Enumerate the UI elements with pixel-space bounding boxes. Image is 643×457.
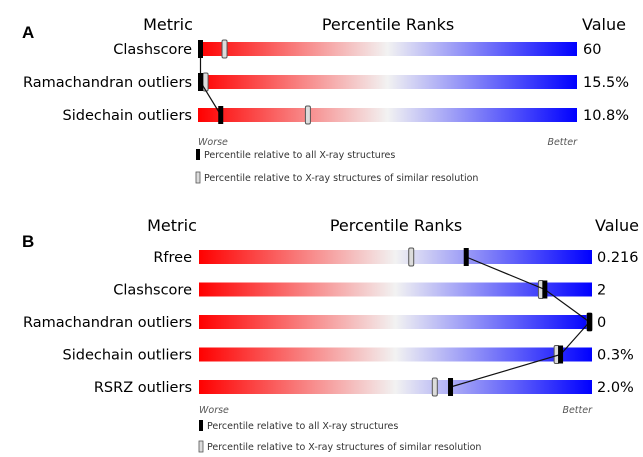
- metric-value: 2.0%: [597, 380, 634, 396]
- scale-label-better: Better: [562, 405, 593, 416]
- all-structures-percentile-marker: [198, 73, 203, 91]
- all-structures-percentile-marker: [198, 40, 203, 58]
- all-structures-percentile-marker: [218, 106, 224, 124]
- percentile-bar: [199, 250, 592, 264]
- header-value: Value: [582, 15, 626, 34]
- metric-label: RSRZ outliers: [94, 380, 192, 396]
- metric-label: Sidechain outliers: [63, 348, 192, 364]
- legend-label-similar: Percentile relative to X-ray structures …: [204, 173, 478, 184]
- scale-label-better: Better: [547, 137, 578, 148]
- metric-value: 0.3%: [597, 348, 634, 364]
- metric-value: 15.5%: [583, 75, 629, 91]
- metric-label: Clashscore: [113, 42, 192, 58]
- legend-label-all: Percentile relative to all X-ray structu…: [207, 421, 398, 432]
- similar-resolution-percentile-marker: [304, 105, 311, 125]
- metric-value: 0.216: [597, 250, 639, 266]
- metric-label: Clashscore: [113, 283, 192, 299]
- metric-label: Ramachandran outliers: [23, 315, 192, 331]
- scale-label-worse: Worse: [199, 405, 229, 416]
- metric-value: 10.8%: [583, 108, 629, 124]
- metric-label: Rfree: [153, 250, 192, 266]
- scale-label-worse: Worse: [198, 137, 228, 148]
- metric-value: 0: [597, 315, 606, 331]
- header-percentile-ranks: Percentile Ranks: [322, 15, 454, 34]
- percentile-bar: [198, 75, 577, 89]
- percentile-bar: [199, 282, 592, 297]
- panel-a: A Metric Percentile Ranks Value Clashscore 60…: [22, 15, 629, 184]
- metric-label: Ramachandran outliers: [23, 75, 192, 91]
- legend-swatch-all: [196, 149, 200, 160]
- percentile-bar: [198, 108, 577, 122]
- legend-label-similar: Percentile relative to X-ray structures …: [207, 442, 481, 453]
- similar-resolution-percentile-marker: [408, 247, 415, 267]
- similar-resolution-percentile-marker: [431, 377, 438, 397]
- percentile-bar: [199, 315, 592, 329]
- metric-label: Sidechain outliers: [63, 108, 192, 124]
- all-structures-percentile-marker: [463, 248, 469, 266]
- similar-resolution-percentile-marker: [221, 39, 228, 59]
- panel-b: B Metric Percentile Ranks Value Rfree 0.216 Cl…: [22, 216, 639, 453]
- percentile-bar: [199, 380, 592, 394]
- all-structures-percentile-marker: [542, 280, 548, 299]
- header-metric: Metric: [147, 216, 197, 235]
- all-structures-percentile-marker: [448, 378, 454, 396]
- header-value: Value: [595, 216, 639, 235]
- legend-label-all: Percentile relative to all X-ray structu…: [204, 150, 395, 161]
- legend-swatch-all: [199, 420, 203, 431]
- panel-letter: A: [22, 23, 34, 42]
- header-metric: Metric: [143, 15, 193, 34]
- header-percentile-ranks: Percentile Ranks: [330, 216, 462, 235]
- percentile-bar: [199, 347, 592, 362]
- metric-value: 2: [597, 283, 606, 299]
- percentile-bar: [198, 42, 577, 56]
- panel-letter: B: [22, 232, 34, 251]
- all-structures-percentile-marker: [587, 313, 592, 331]
- legend-swatch-similar: [198, 440, 204, 453]
- metric-value: 60: [583, 42, 601, 58]
- all-structures-percentile-marker: [558, 345, 564, 364]
- legend-swatch-similar: [195, 171, 201, 184]
